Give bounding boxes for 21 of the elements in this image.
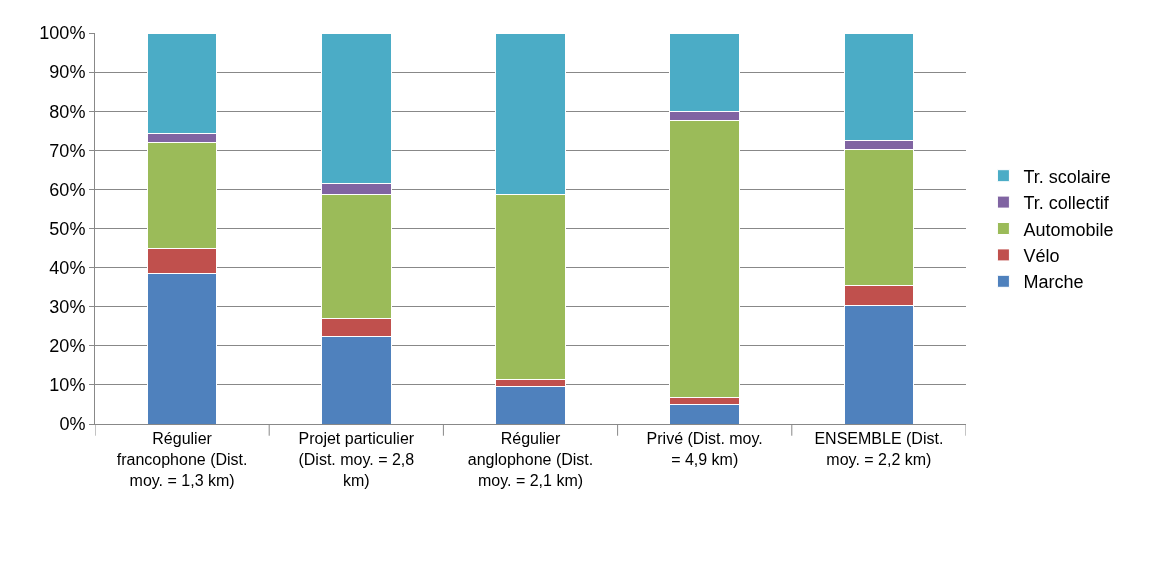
y-tick-label: 100% — [39, 23, 86, 44]
legend-label: Automobile — [1023, 219, 1114, 240]
legend-label: Tr. collectif — [1023, 193, 1110, 214]
y-tick-label: 80% — [49, 101, 86, 122]
legend-label: Marche — [1023, 272, 1084, 293]
x-tick-label: Régulier anglophone (Dist. moy. = 2,1 km) — [467, 430, 594, 489]
y-tick-label: 10% — [49, 375, 86, 396]
y-tick-label: 20% — [49, 336, 86, 357]
x-tick-label: Projet particulier (Dist. moy. = 2,8 km) — [298, 430, 415, 489]
y-tick-label: 30% — [49, 297, 86, 317]
y-tick-label: 40% — [49, 257, 86, 278]
legend-label: Tr. scolaire — [1023, 166, 1111, 187]
y-tick-label: 90% — [49, 62, 86, 83]
x-tick-label: Régulier francophone (Dist. moy. = 1,3 km) — [116, 430, 248, 489]
x-tick-label: ENSEMBLE (Dist. moy. = 2,2 km) — [814, 430, 944, 468]
x-tick-label: Privé (Dist. moy. = 4,9 km) — [646, 430, 763, 468]
y-tick-label: 0% — [59, 414, 86, 435]
y-tick-label: 50% — [49, 218, 86, 239]
y-tick-label: 70% — [49, 140, 86, 161]
y-tick-label: 60% — [49, 179, 86, 200]
legend-label: Vélo — [1023, 245, 1060, 266]
